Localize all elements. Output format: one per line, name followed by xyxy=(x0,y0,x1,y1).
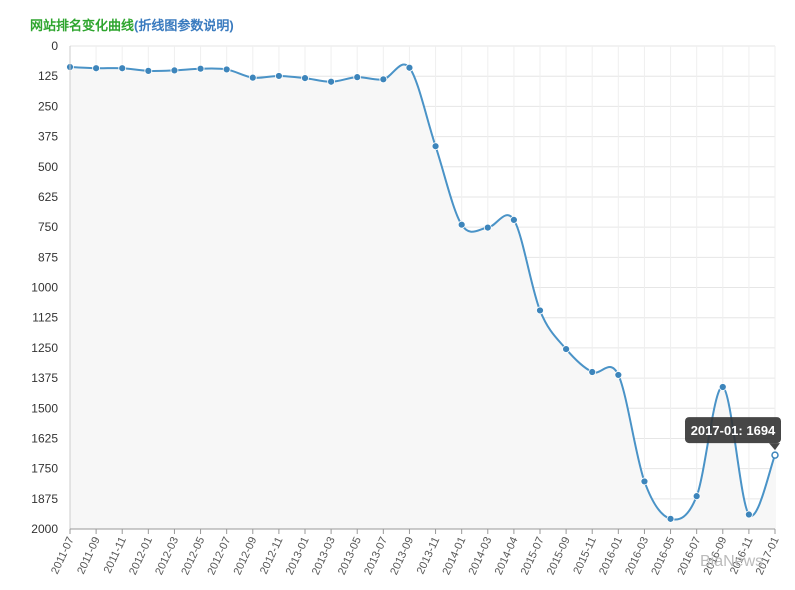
x-tick-label: 2014-01 xyxy=(440,535,468,577)
tooltip-pointer xyxy=(769,443,780,451)
y-tick-label: 500 xyxy=(38,160,58,174)
data-point[interactable] xyxy=(353,73,362,82)
chart-title: 网站排名变化曲线(折线图参数说明) xyxy=(30,15,234,34)
chart-title-main: 网站排名变化曲线 xyxy=(30,18,135,33)
y-tick-label: 1625 xyxy=(31,431,58,445)
x-tick-label: 2012-09 xyxy=(232,535,260,577)
chart-title-sub: (折线图参数说明) xyxy=(134,18,234,33)
x-tick-label: 2015-09 xyxy=(545,535,573,577)
x-tick-label: 2012-01 xyxy=(127,535,155,577)
data-point[interactable] xyxy=(327,77,336,86)
x-tick-label: 2012-07 xyxy=(205,535,233,577)
data-point[interactable] xyxy=(614,371,623,379)
data-point[interactable] xyxy=(509,215,518,224)
y-tick-label: 1875 xyxy=(31,492,58,506)
x-tick-label: 2013-11 xyxy=(415,535,443,576)
data-point[interactable] xyxy=(640,477,649,486)
data-point[interactable] xyxy=(248,73,257,82)
y-tick-label: 125 xyxy=(38,69,58,83)
y-tick-label: 2000 xyxy=(31,522,58,536)
tooltip-box xyxy=(685,417,781,444)
data-point[interactable] xyxy=(771,451,779,459)
y-tick-label: 250 xyxy=(38,99,58,113)
tooltip: 2017-01: 1694 xyxy=(685,417,781,451)
x-tick-label: 2011-09 xyxy=(75,535,103,576)
y-tick-label: 1250 xyxy=(31,341,58,355)
x-tick-label: 2016-05 xyxy=(649,535,677,577)
x-tick-label: 2011-07 xyxy=(49,535,77,576)
y-tick-label: 625 xyxy=(38,190,58,204)
data-point[interactable] xyxy=(170,66,179,75)
y-tick-label: 375 xyxy=(38,130,58,144)
tooltip-text: 2017-01: 1694 xyxy=(691,423,776,438)
x-tick-label: 2013-05 xyxy=(336,535,364,577)
x-tick-label: 2013-03 xyxy=(310,535,338,577)
data-point[interactable] xyxy=(457,220,466,229)
data-point[interactable] xyxy=(379,75,388,84)
y-tick-label: 875 xyxy=(38,250,58,264)
x-tick-label: 2014-03 xyxy=(467,535,495,577)
data-point[interactable] xyxy=(718,383,727,391)
x-tick-label: 2013-01 xyxy=(284,535,312,577)
data-point[interactable] xyxy=(692,492,701,501)
data-point[interactable] xyxy=(588,368,597,376)
x-tick-label: 2015-07 xyxy=(519,535,547,577)
data-point[interactable] xyxy=(666,514,675,523)
x-tick-label: 2016-01 xyxy=(597,535,625,577)
data-point[interactable] xyxy=(431,142,440,151)
data-point[interactable] xyxy=(405,63,414,72)
y-tick-label: 1750 xyxy=(31,462,58,476)
data-point[interactable] xyxy=(92,64,101,73)
x-tick-label: 2013-09 xyxy=(388,535,416,577)
data-point[interactable] xyxy=(196,64,205,73)
x-tick-label: 2012-11 xyxy=(258,535,286,576)
data-point[interactable] xyxy=(562,345,571,353)
x-tick-label: 2014-04 xyxy=(493,535,521,577)
data-point[interactable] xyxy=(274,72,283,80)
data-point[interactable] xyxy=(118,64,127,73)
data-point[interactable] xyxy=(536,306,544,315)
data-point[interactable] xyxy=(483,223,492,232)
data-point[interactable] xyxy=(301,74,309,83)
x-tick-label: 2012-03 xyxy=(153,535,181,577)
data-point[interactable] xyxy=(222,65,231,74)
watermark: BiaNews xyxy=(700,553,763,570)
x-tick-label: 2015-11 xyxy=(571,535,599,576)
x-axis: 2011-072011-092011-112012-012012-032012-… xyxy=(49,528,782,577)
y-tick-label: 750 xyxy=(38,220,58,234)
y-tick-label: 1500 xyxy=(31,401,58,415)
data-point[interactable] xyxy=(144,66,153,75)
x-tick-label: 2016-03 xyxy=(623,535,651,577)
y-tick-label: 1000 xyxy=(31,281,58,295)
y-tick-label: 0 xyxy=(51,39,58,53)
x-tick-label: 2011-11 xyxy=(102,535,129,575)
y-axis: 0 125 250 375 500 625 750 875 1000 1125 1250 1375 15… xyxy=(31,39,71,536)
x-tick-label: 2013-07 xyxy=(362,535,390,577)
data-points xyxy=(66,63,779,523)
series-area xyxy=(70,64,775,529)
y-tick-label: 1125 xyxy=(32,311,58,325)
x-tick-label: 2012-05 xyxy=(179,535,207,577)
data-point[interactable] xyxy=(744,510,753,519)
y-tick-label: 1375 xyxy=(31,371,58,385)
